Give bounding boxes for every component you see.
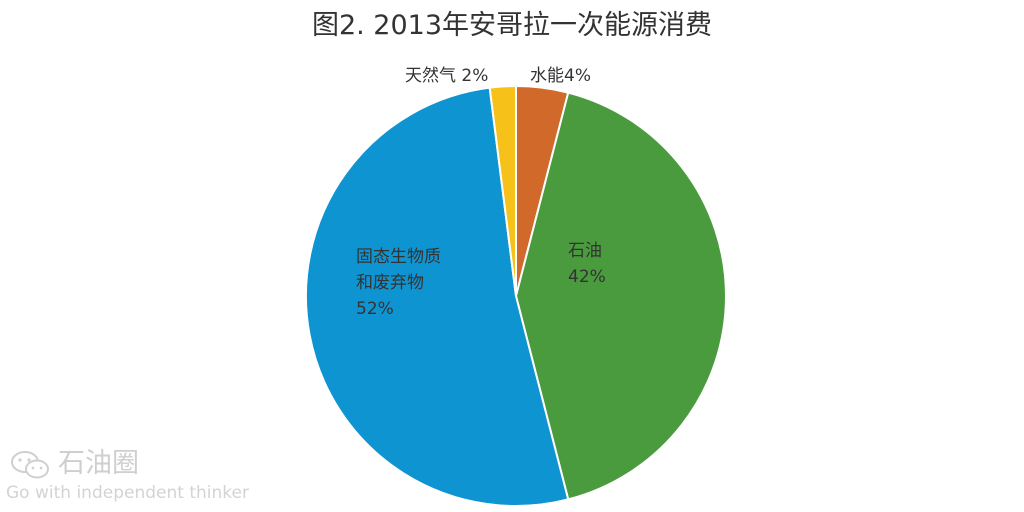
pie-slice bbox=[488, 84, 517, 297]
watermark: 石油圈 Go with independent thinker bbox=[4, 446, 284, 508]
pie-slice bbox=[514, 91, 727, 501]
slice-label: 水能4% bbox=[530, 66, 591, 86]
slice-label: 石油 42% bbox=[568, 241, 606, 287]
chart-title: 图2. 2013年安哥拉一次能源消费 bbox=[311, 10, 713, 41]
watermark-slogan: Go with independent thinker bbox=[6, 483, 249, 503]
slice-label: 固态生物质和废弃物 52% bbox=[356, 247, 441, 319]
slice-label: 天然气 2% bbox=[405, 66, 488, 86]
watermark-name: 石油圈 bbox=[58, 448, 139, 479]
wechat-icon bbox=[11, 451, 49, 479]
